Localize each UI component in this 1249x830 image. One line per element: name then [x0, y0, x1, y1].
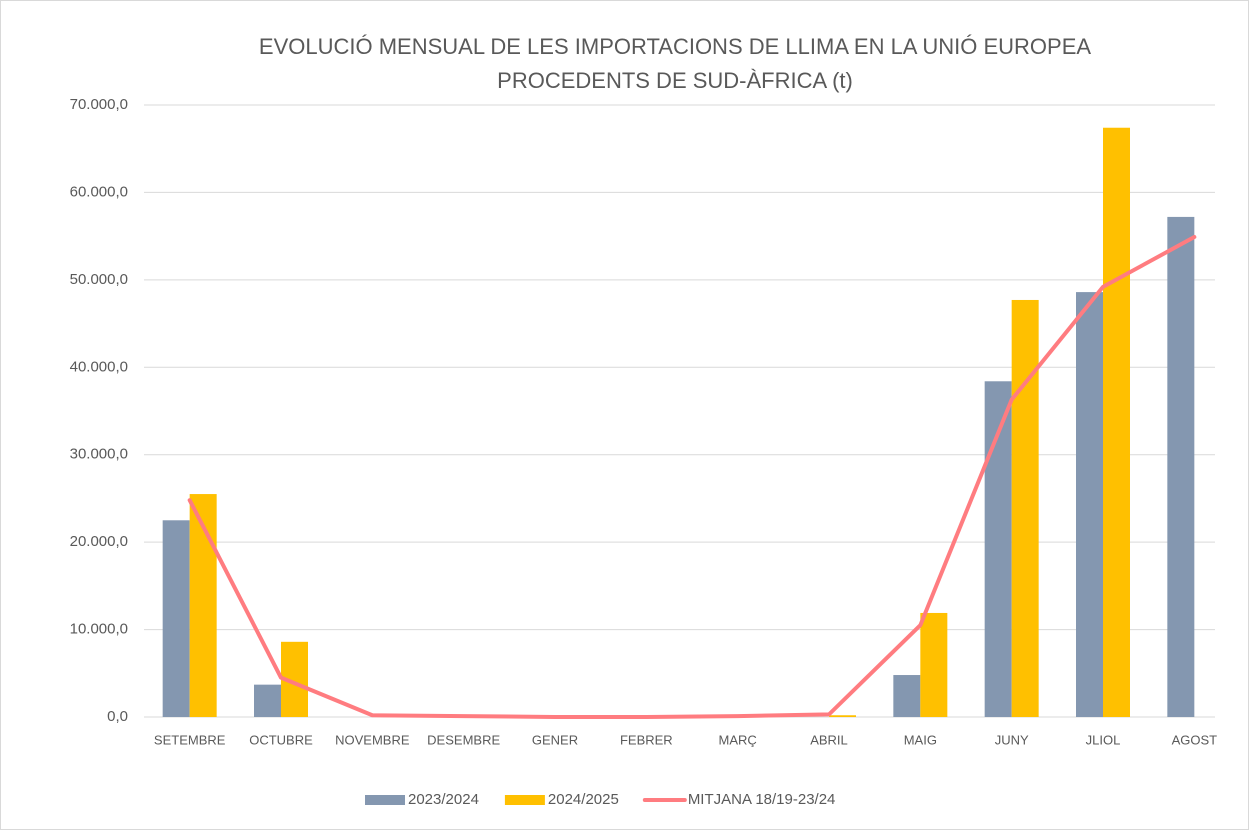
bar — [254, 684, 281, 717]
bar — [829, 715, 856, 717]
x-tick-label: GENER — [532, 732, 578, 747]
x-tick-label: MAIG — [904, 732, 937, 747]
y-tick-label: 50.000,0 — [70, 271, 128, 288]
y-tick-label: 70.000,0 — [70, 96, 128, 113]
y-tick-label: 20.000,0 — [70, 533, 128, 550]
x-tick-label: DESEMBRE — [427, 732, 500, 747]
x-tick-label: AGOST — [1172, 732, 1218, 747]
x-tick-label: JLIOL — [1086, 732, 1121, 747]
y-tick-label: 40.000,0 — [70, 358, 128, 375]
bar — [920, 612, 948, 717]
x-tick-label: OCTUBRE — [249, 732, 313, 747]
chart-title: EVOLUCIÓ MENSUAL DE LES IMPORTACIONS DE … — [259, 34, 1091, 59]
legend-label: 2023/2024 — [408, 791, 479, 808]
line — [187, 235, 1197, 719]
x-tick-label: MARÇ — [719, 732, 757, 747]
x-tick-label: FEBRER — [620, 732, 673, 747]
y-tick-label: 60.000,0 — [70, 183, 128, 200]
bar — [1167, 216, 1195, 717]
bar — [189, 494, 217, 717]
bar — [162, 520, 190, 717]
legend-swatch — [365, 795, 405, 805]
x-tick-label: SETEMBRE — [154, 732, 226, 747]
y-tick-label: 0,0 — [107, 708, 128, 725]
chart-title: PROCEDENTS DE SUD-ÀFRICA (t) — [497, 68, 853, 93]
y-tick-label: 10.000,0 — [70, 621, 128, 638]
x-tick-label: NOVEMBRE — [335, 732, 410, 747]
bar — [1011, 299, 1039, 717]
bar — [1103, 127, 1130, 717]
legend-swatch — [504, 795, 545, 805]
legend-label: 2024/2025 — [548, 791, 619, 808]
x-tick-label: ABRIL — [810, 732, 848, 747]
legend-label: MITJANA 18/19-23/24 — [688, 791, 836, 808]
x-tick-label: JUNY — [995, 732, 1029, 747]
bar — [1076, 292, 1103, 717]
y-tick-label: 30.000,0 — [70, 446, 128, 463]
bar — [893, 675, 921, 717]
